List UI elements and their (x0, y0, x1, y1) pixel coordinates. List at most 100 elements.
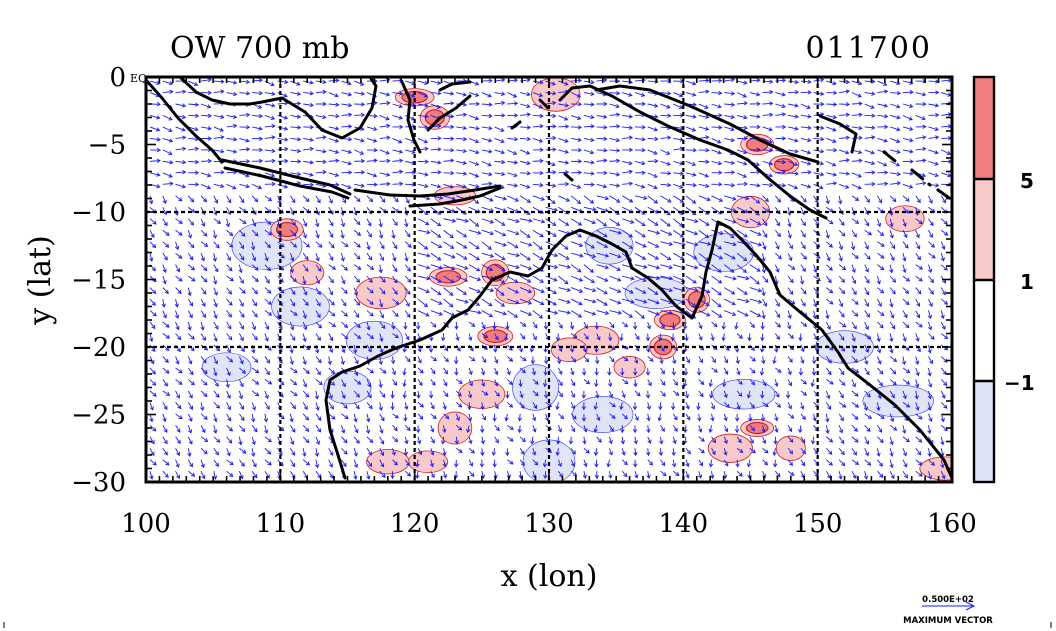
wind-vector (353, 252, 361, 260)
wind-vector (315, 241, 323, 248)
wind-vector (775, 92, 786, 96)
wind-vector (456, 149, 467, 152)
wind-vector-head (820, 101, 825, 107)
wind-vector-head (381, 198, 386, 203)
wind-vector-head (543, 325, 549, 330)
wind-vector-head (163, 428, 168, 433)
wind-vector (494, 160, 505, 163)
wind-vector (851, 287, 857, 295)
wind-vector (264, 390, 269, 399)
wind-vector (672, 459, 676, 467)
wind-vector (545, 171, 556, 174)
wind-vector-head (399, 124, 404, 130)
wind-vector (685, 459, 689, 467)
wind-vector (328, 92, 339, 97)
wind-vector (532, 379, 539, 385)
wind-vector (187, 425, 192, 433)
wind-vector (187, 448, 191, 457)
wind-vector (162, 390, 170, 396)
wind-vector (826, 344, 833, 351)
wind-vector (226, 298, 233, 306)
wind-vector (303, 103, 314, 106)
wind-vector-head (878, 428, 883, 433)
wind-vector (889, 310, 894, 319)
vector-key: 0.500E+02 MAXIMUM VECTOR (903, 595, 993, 626)
pos-vorticity-region (613, 356, 646, 379)
wind-vector-head (526, 112, 531, 117)
wind-vector-head (335, 126, 340, 131)
wind-vector (302, 448, 306, 457)
wind-vector-head (343, 439, 348, 444)
wind-vector (800, 276, 804, 285)
wind-vector-head (379, 303, 384, 308)
wind-vector (200, 241, 208, 247)
wind-vector-head (593, 405, 598, 411)
wind-vector-head (826, 394, 831, 400)
wind-vector (264, 160, 275, 162)
wind-vector-head (806, 184, 812, 189)
wind-vector (915, 413, 923, 420)
wind-vector (532, 367, 536, 375)
wind-vector (660, 183, 671, 186)
wind-vector-head (194, 127, 199, 132)
wind-vector-head (315, 211, 320, 216)
wind-vector-head (905, 380, 911, 385)
wind-vector-head (880, 415, 885, 419)
wind-vector (251, 436, 256, 445)
wind-vector-head (538, 245, 543, 250)
wind-vector (149, 333, 153, 342)
wind-vector-head (347, 81, 352, 86)
wind-vector (851, 436, 859, 443)
wind-vector (443, 159, 454, 162)
wind-vector-head (356, 231, 362, 236)
wind-vector (609, 321, 615, 328)
wind-vector (328, 448, 334, 456)
wind-vector-head (291, 198, 296, 204)
wind-vector-head (296, 137, 302, 142)
wind-vector (825, 390, 830, 399)
wind-vector-head (802, 255, 808, 260)
wind-vector-head (667, 182, 672, 188)
wind-vector (940, 287, 946, 295)
wind-vector-head (475, 302, 481, 306)
wind-vector-head (811, 371, 817, 376)
wind-vector-head (781, 183, 787, 188)
wind-vector-head (577, 184, 582, 189)
wind-vector (709, 425, 712, 433)
wind-vector-head (253, 313, 258, 318)
wind-vector (353, 333, 361, 339)
wind-vector-head (608, 439, 613, 445)
wind-vector-head (343, 266, 348, 271)
wind-vector-head (353, 452, 358, 457)
wind-vector (647, 448, 649, 456)
wind-vector-head (757, 231, 762, 236)
wind-vector (698, 115, 709, 118)
wind-vector (264, 436, 272, 443)
wind-vector (277, 218, 280, 227)
wind-vector (226, 333, 233, 340)
wind-vector (596, 298, 608, 306)
wind-vector-head (781, 159, 787, 165)
wind-vector-head (190, 221, 195, 226)
wind-vector (609, 149, 620, 152)
wind-vector (417, 275, 430, 280)
wind-vector (341, 253, 344, 262)
wind-vector (621, 379, 629, 384)
wind-vector-head (515, 231, 520, 236)
wind-vector (417, 92, 428, 97)
colorbar-label-1: 1 (1020, 270, 1034, 294)
wind-vector-head (305, 427, 310, 432)
wind-vector (915, 136, 926, 139)
wind-vector (723, 402, 730, 408)
wind-vector (890, 172, 901, 175)
wind-vector-head (802, 322, 808, 327)
wind-vector-head (944, 231, 949, 236)
wind-vector (711, 436, 716, 443)
wind-vector-head (785, 394, 791, 399)
wind-vector-head (443, 382, 448, 387)
wind-vector-head (756, 183, 761, 188)
wind-vector-head (381, 324, 386, 329)
wind-vector (609, 401, 616, 407)
wind-vector-head (283, 93, 288, 98)
wind-vector-head (264, 394, 269, 400)
